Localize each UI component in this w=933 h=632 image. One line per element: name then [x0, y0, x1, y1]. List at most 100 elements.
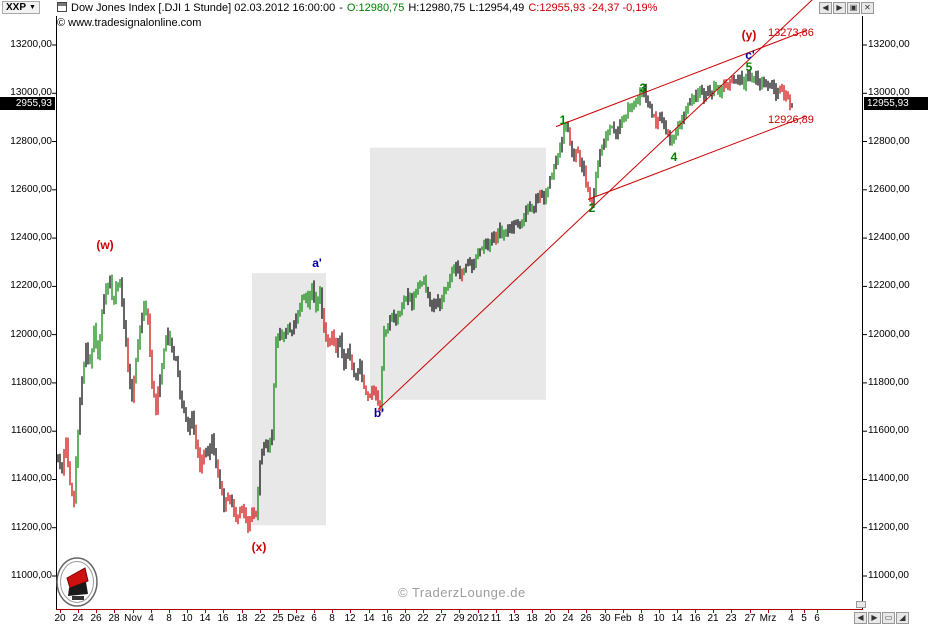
x-axis-label: 8: [166, 613, 172, 624]
wave-label-y[interactable]: (y): [741, 28, 757, 42]
x-axis-label: 21: [707, 613, 719, 624]
wave-label-c[interactable]: c': [745, 48, 755, 62]
close-button[interactable]: ✕: [861, 2, 874, 14]
symbol-selector-label: XXP: [6, 2, 27, 13]
x-axis-label: 29: [453, 613, 465, 624]
nav-right-button[interactable]: ▶: [833, 2, 846, 14]
y-axis-label-left: 11000,00: [11, 570, 52, 581]
copyright-notice: © www.tradesignalonline.com: [57, 17, 202, 29]
watermark: © TraderzLounge.de: [398, 585, 526, 600]
y-axis-label-left: 11200,00: [11, 521, 52, 533]
y-axis-label-right: 12800,00: [868, 135, 910, 147]
x-axis-label: 4: [148, 613, 154, 624]
x-axis-label: 10: [653, 613, 665, 624]
traderzlounge-logo: [56, 557, 98, 607]
high-value: H:12980,75: [408, 2, 466, 14]
horizontal-scroll-controls: ◀ ▶ ▭ ◢: [854, 612, 909, 624]
x-axis-label: 22: [417, 613, 429, 624]
price-target-label[interactable]: 13273,86: [768, 27, 814, 39]
wave-label-a[interactable]: a': [312, 256, 322, 270]
x-axis-label: 22: [254, 613, 266, 624]
y-axis-label-right: 12400,00: [868, 232, 910, 244]
y-axis-label-right: 13200,00: [868, 39, 910, 50]
axis-ticks: [52, 44, 867, 613]
x-axis-label: 16: [689, 613, 701, 624]
x-axis-label: Dez: [287, 613, 305, 624]
axis-corner-handle[interactable]: [856, 601, 866, 608]
x-axis-label: 12: [344, 613, 356, 624]
y-axis-label-left: 13200,00: [10, 39, 52, 50]
y-axis-label-right: 11800,00: [868, 376, 909, 388]
highlight-zone[interactable]: [252, 273, 326, 526]
x-axis-label: 10: [181, 613, 193, 624]
x-axis-label: 18: [526, 613, 538, 624]
y-axis-label-right: 12200,00: [868, 280, 910, 292]
wave-label-b[interactable]: b': [373, 406, 385, 420]
wave-label-1[interactable]: 1: [559, 113, 567, 127]
x-axis-label: Nov: [124, 613, 142, 624]
highlight-zone[interactable]: [370, 147, 546, 400]
scroll-left-button[interactable]: ◀: [854, 612, 867, 624]
wave-label-w[interactable]: (w): [96, 238, 114, 252]
scrollbar-thumb[interactable]: ▭: [882, 612, 895, 624]
y-axis-label-left: 11800,00: [11, 376, 52, 388]
last-price-marker-right: 12955,93: [864, 97, 928, 111]
x-axis-label: 14: [671, 613, 683, 624]
open-value: O:12980,75: [346, 2, 405, 14]
y-axis-label-left: 13000,00: [10, 87, 52, 99]
y-axis-label-right: 11000,00: [868, 570, 909, 581]
x-axis-label: 8: [329, 613, 335, 624]
x-axis-label: 6: [311, 613, 317, 624]
x-axis-label: 14: [199, 613, 211, 624]
price-bars-up: [75, 72, 763, 521]
x-axis-label: 26: [580, 613, 592, 624]
wave-label-5[interactable]: 5: [745, 60, 753, 74]
x-axis-label: 16: [381, 613, 393, 624]
wave-label-3[interactable]: 3: [639, 81, 647, 95]
last-price-marker-left: 2955,93: [0, 97, 55, 111]
y-axis-label-right: 11200,00: [868, 521, 909, 533]
upper-channel-line[interactable]: [555, 30, 807, 128]
resize-grip[interactable]: ◢: [896, 612, 909, 624]
chart-title: Dow Jones Index [.DJI 1 Stunde] 02.03.20…: [71, 2, 336, 14]
wave-label-x[interactable]: (x): [251, 540, 267, 554]
scroll-right-button[interactable]: ▶: [868, 612, 881, 624]
restore-button[interactable]: ▣: [847, 2, 860, 14]
y-axis-label-right: 11600,00: [868, 425, 909, 437]
wave-label-2[interactable]: 2: [588, 201, 596, 215]
title-separator: -: [339, 2, 343, 14]
x-axis-label: 27: [744, 613, 756, 624]
price-bars-down: [63, 75, 791, 533]
y-axis-label-left: 11600,00: [11, 425, 52, 437]
x-axis-label: 30: [599, 613, 611, 624]
x-axis-label: 5: [801, 613, 807, 624]
x-axis-label: 6: [814, 613, 820, 624]
close-value: C:12955,93 -24,37 -0,19%: [528, 2, 658, 14]
support-trendline[interactable]: [377, 0, 813, 410]
x-axis-label: 16: [217, 613, 229, 624]
low-value: L:12954,49: [469, 2, 525, 14]
wave-label-4[interactable]: 4: [670, 150, 678, 164]
y-axis-label-left: 11400,00: [11, 473, 52, 485]
x-axis-label: 18: [236, 613, 248, 624]
y-axis-label-right: 12000,00: [868, 328, 910, 340]
x-axis-label: 2012: [466, 613, 490, 624]
y-axis-label-left: 12400,00: [10, 232, 52, 244]
x-axis-label: 20: [399, 613, 411, 624]
x-axis-label: Mrz: [759, 613, 777, 624]
y-axis-label-right: 12600,00: [868, 183, 910, 195]
y-axis-label-left: 12000,00: [10, 328, 52, 340]
x-axis-label: Feb: [614, 613, 632, 624]
price-bars-neutral: [57, 69, 793, 513]
y-axis-label-right: 13000,00: [868, 87, 910, 99]
nav-left-button[interactable]: ◀: [819, 2, 832, 14]
price-target-label[interactable]: 12926,89: [768, 114, 814, 126]
symbol-selector[interactable]: XXP ▼: [2, 1, 40, 14]
chevron-down-icon: ▼: [29, 4, 36, 11]
lower-channel-line[interactable]: [587, 115, 807, 200]
x-axis-label: 11: [490, 613, 502, 624]
x-axis-label: 26: [90, 613, 102, 624]
x-axis-label: 28: [108, 613, 120, 624]
